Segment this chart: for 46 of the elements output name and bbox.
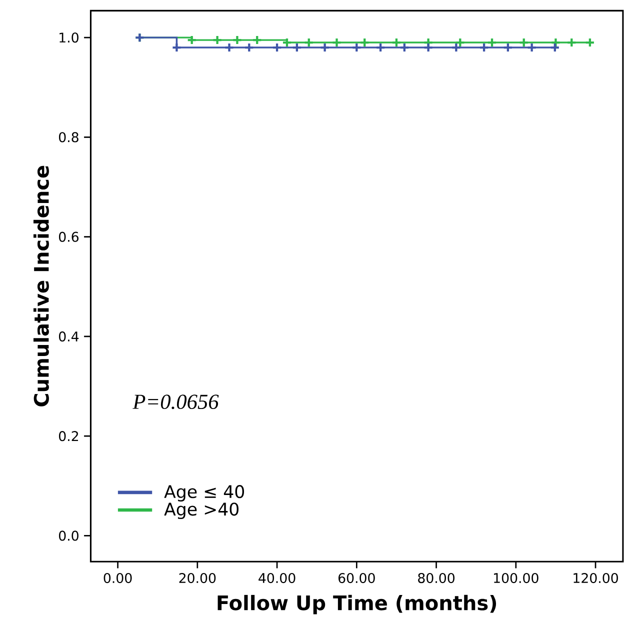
point	[186, 34, 198, 46]
x-tick-label: 0.00	[104, 572, 132, 584]
point	[212, 34, 222, 46]
point	[320, 42, 330, 53]
x-tick-label: 20.00	[179, 572, 216, 584]
point	[423, 42, 434, 53]
point	[518, 37, 530, 48]
point	[455, 37, 466, 48]
point	[282, 37, 292, 48]
annotation: P=0.0656	[132, 394, 219, 410]
point	[502, 42, 514, 53]
y-tick-label: 0.2	[59, 431, 78, 442]
point	[172, 42, 182, 53]
point	[332, 37, 342, 48]
legend-label: Age ≤ 40	[164, 485, 244, 502]
y-tick-label: 0.4	[59, 331, 79, 342]
point	[550, 37, 561, 48]
x-tick-label: 60.00	[338, 572, 375, 584]
y-tick-label: 0.6	[59, 232, 79, 242]
point	[292, 42, 302, 53]
x-tick-label: 40.00	[258, 572, 296, 584]
point	[451, 42, 462, 53]
x-tick-label: 80.00	[418, 572, 455, 584]
point	[244, 42, 254, 53]
point	[399, 42, 410, 53]
point	[252, 34, 262, 46]
y-tick-label: 0.0	[59, 530, 79, 541]
y-tick-label: 0.8	[59, 132, 79, 142]
point	[479, 42, 490, 53]
point	[566, 37, 577, 48]
point	[376, 42, 386, 53]
x-tick-label: 100.00	[494, 572, 538, 584]
point	[526, 42, 538, 53]
point	[360, 37, 370, 48]
x-tick-label: 120.00	[574, 572, 618, 584]
y-axis-title: Cumulative Incidence	[34, 166, 50, 406]
point	[392, 37, 402, 48]
point	[232, 34, 242, 46]
point	[304, 37, 314, 48]
point	[224, 42, 234, 53]
y-tick-label: 1.0	[60, 32, 79, 43]
point	[272, 42, 282, 53]
legend-label: Age >40	[164, 502, 239, 520]
point	[487, 37, 498, 48]
x-axis-title: Follow Up Time (months)	[218, 594, 496, 614]
point	[352, 42, 362, 53]
